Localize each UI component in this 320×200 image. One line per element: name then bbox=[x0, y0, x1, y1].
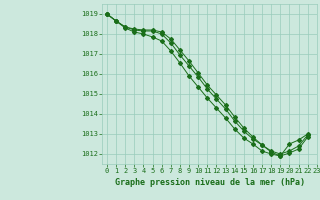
X-axis label: Graphe pression niveau de la mer (hPa): Graphe pression niveau de la mer (hPa) bbox=[115, 178, 305, 187]
